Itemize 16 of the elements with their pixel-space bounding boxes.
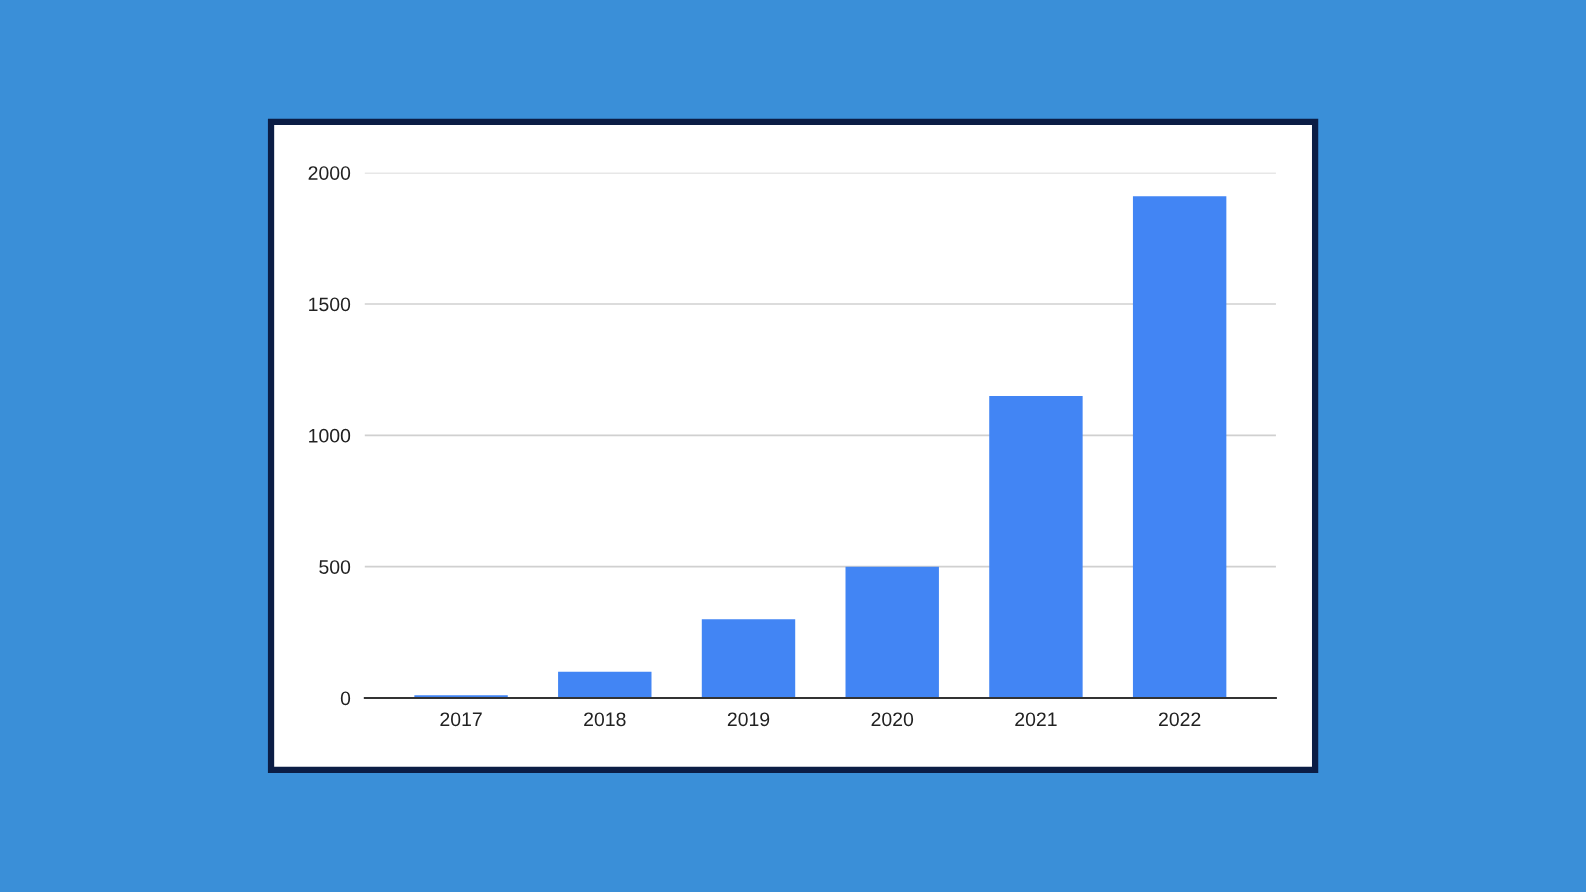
- y-tick-label: 2000: [308, 166, 351, 180]
- x-tick-label: 2017: [440, 712, 482, 727]
- x-tick-label: 2018: [584, 712, 626, 727]
- x-tick-label: 2022: [1159, 712, 1201, 727]
- y-tick-label: 1500: [309, 297, 351, 312]
- y-tick-label: 500: [319, 560, 351, 574]
- bar: [845, 566, 939, 698]
- bar: [701, 619, 796, 698]
- y-tick-label: 0: [340, 691, 351, 706]
- bar: [989, 395, 1083, 698]
- bar: [1132, 196, 1227, 698]
- y-tick-label: 1000: [309, 428, 351, 443]
- bar: [558, 671, 652, 698]
- x-tick-label: 2021: [1015, 712, 1057, 727]
- x-tick-label: 2019: [727, 712, 770, 727]
- x-tick-label: 2020: [871, 712, 914, 727]
